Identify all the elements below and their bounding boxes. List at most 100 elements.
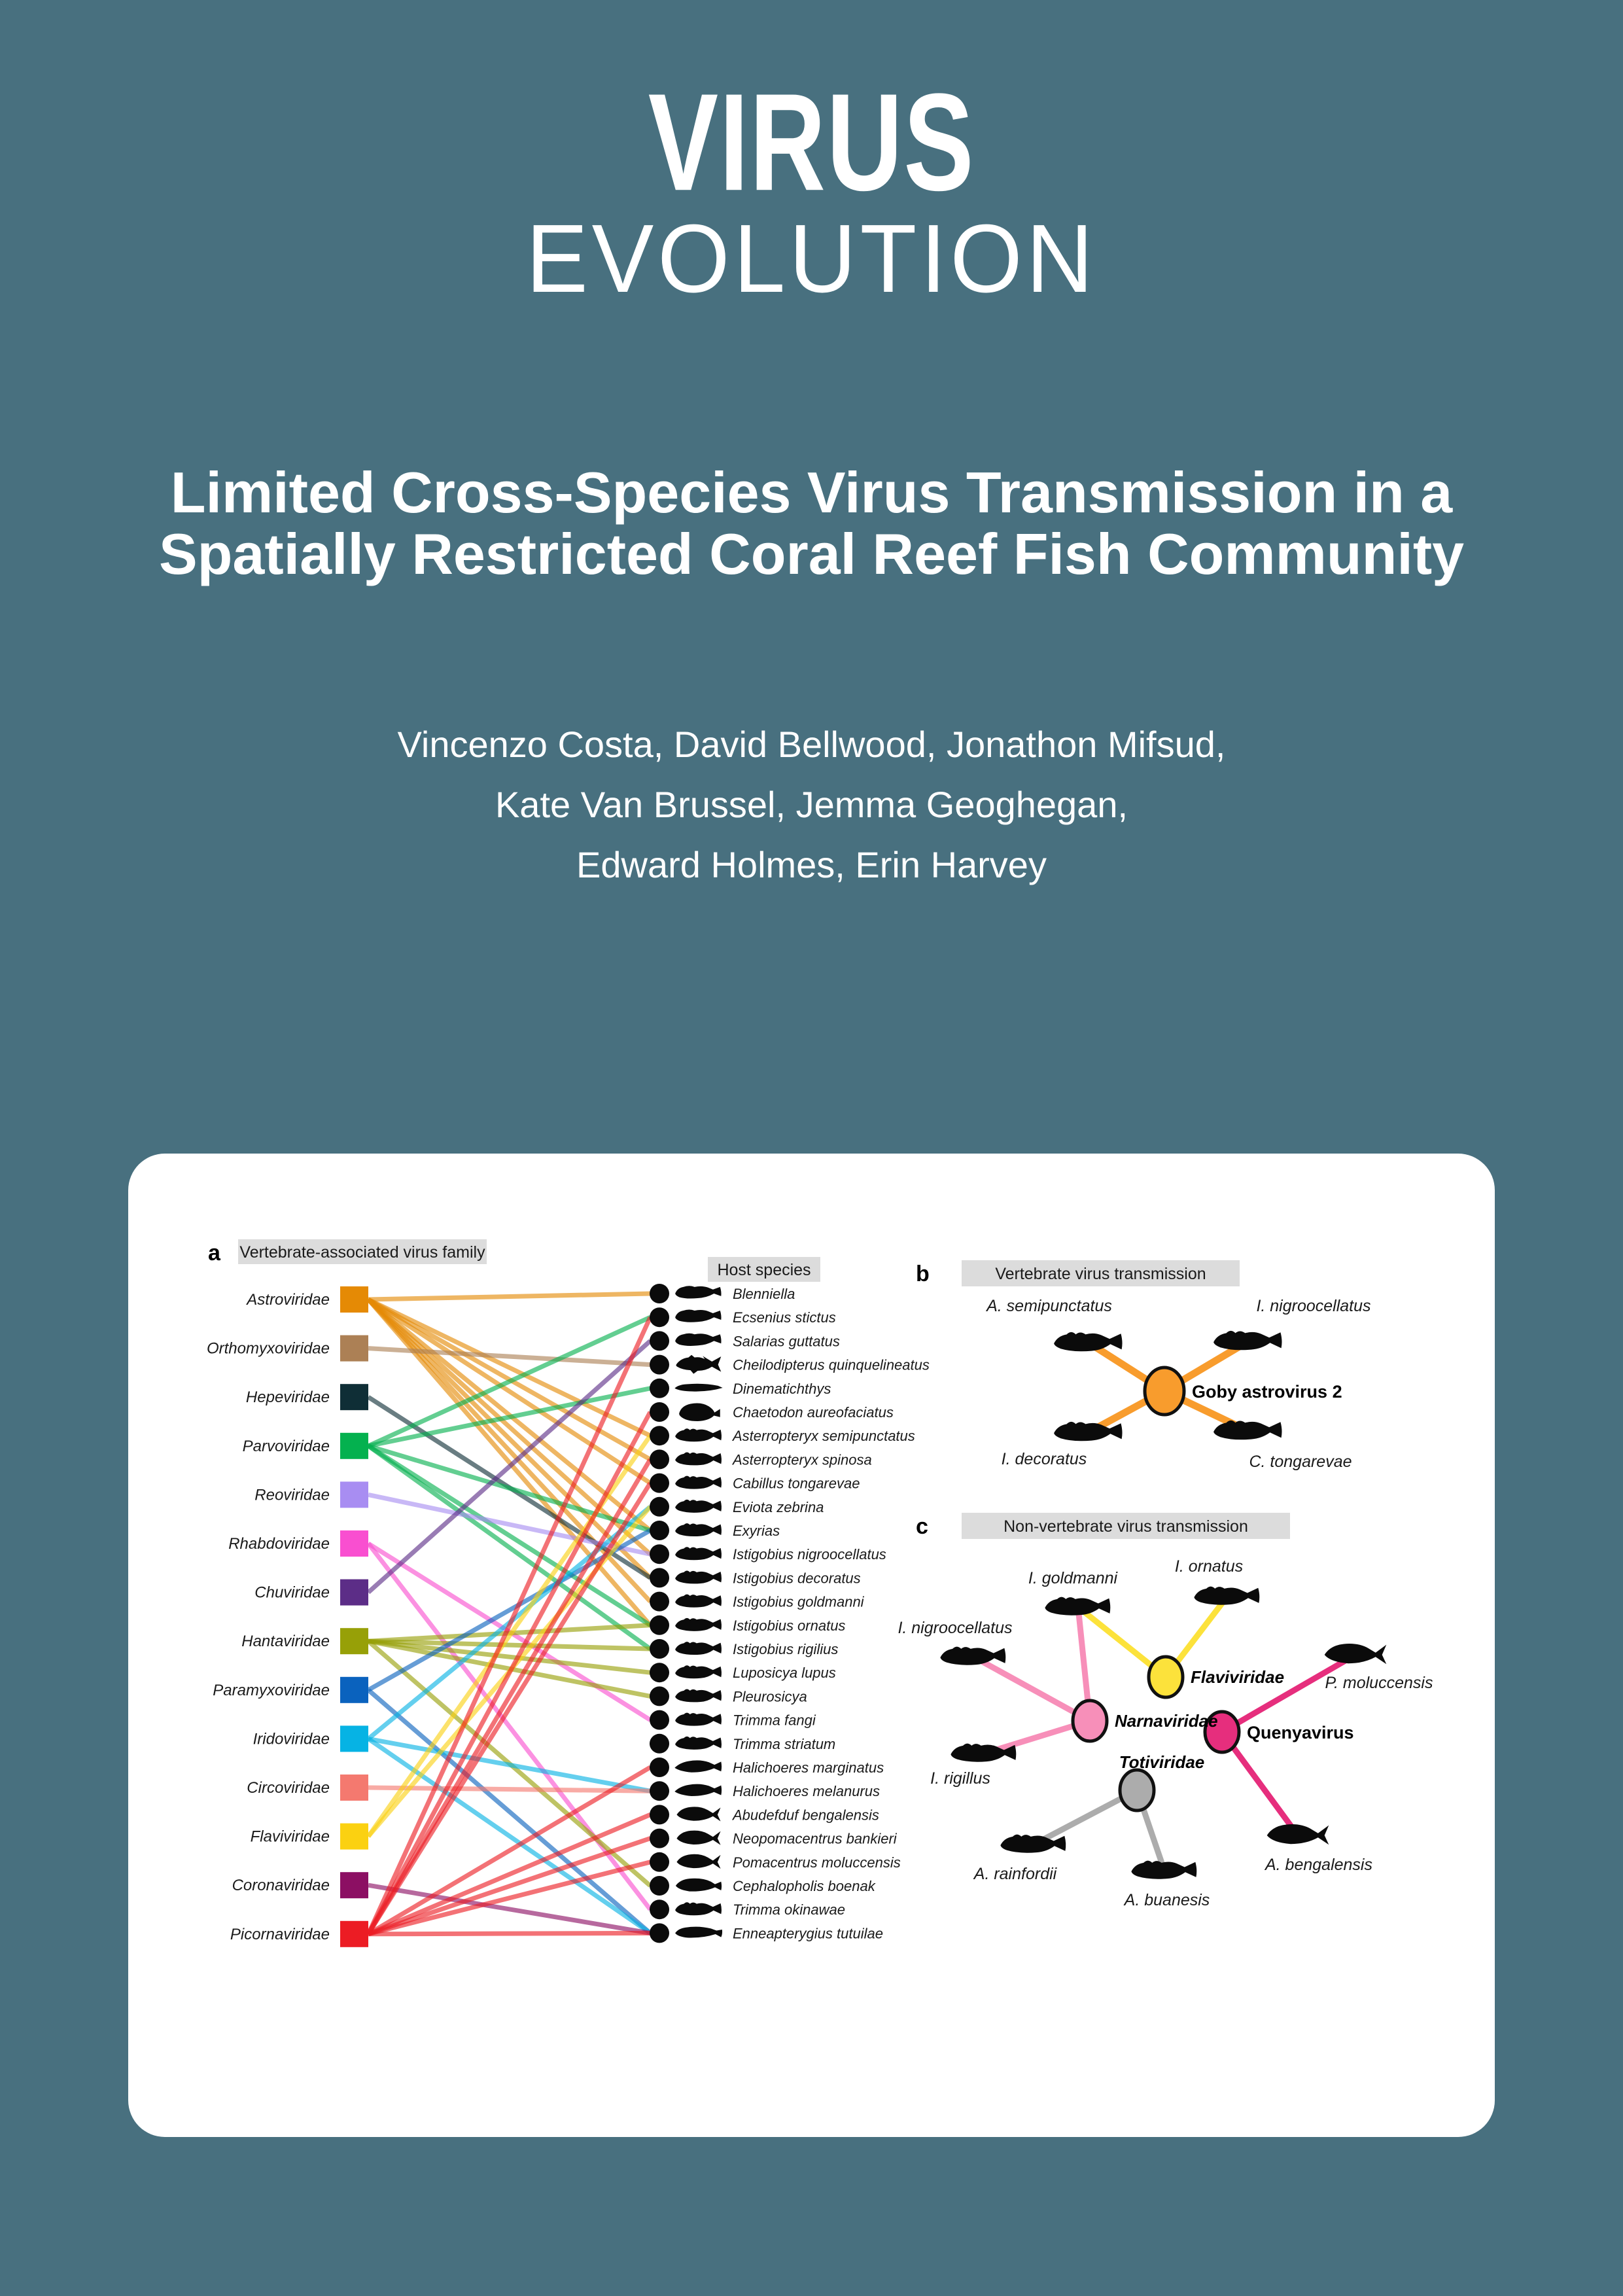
- family-label: Astroviridae: [245, 1291, 330, 1309]
- host-fish-icon: [1213, 1420, 1282, 1440]
- virus-host-edge: [366, 1481, 652, 1935]
- species-fish-icon: [675, 1689, 722, 1703]
- species-label: Luposicya lupus: [733, 1665, 836, 1681]
- virus-host-edge: [368, 1638, 651, 1675]
- species-fish-icon: [675, 1570, 722, 1584]
- species-fish-icon: [676, 1807, 721, 1822]
- family-label: Orthomyxoviridae: [207, 1340, 330, 1358]
- species-label: Trimma fangi: [733, 1712, 816, 1729]
- host-fish-icon: [1054, 1332, 1123, 1352]
- species-label: Salarias guttatus: [733, 1333, 840, 1349]
- species-node: [650, 1354, 669, 1375]
- virus-host-edge: [367, 1298, 652, 1485]
- host-label: I. goldmanni: [1028, 1569, 1119, 1587]
- virus-host-edge: [367, 1443, 652, 1533]
- species-node: [650, 1473, 669, 1493]
- virus-host-edge: [368, 1736, 651, 1793]
- virus-host-edge: [366, 1434, 652, 1838]
- journal-logo: VIRUS EVOLUTION: [0, 73, 1623, 308]
- species-fish-icon: [675, 1902, 722, 1916]
- family-swatch: [340, 1579, 368, 1606]
- virus-host-edge: [368, 1638, 651, 1651]
- species-fish-icon: [675, 1665, 722, 1679]
- species-fish-icon: [674, 1760, 722, 1773]
- author-line: Kate Van Brussel, Jemma Geoghegan,: [495, 783, 1128, 825]
- panel-b-label: b: [916, 1262, 930, 1286]
- virus-host-edge: [367, 1737, 652, 1935]
- virus-host-edge: [367, 1443, 652, 1627]
- vertebrate-transmission-header-label: Vertebrate virus transmission: [995, 1265, 1206, 1283]
- host-label: P. moluccensis: [1325, 1674, 1433, 1692]
- virus-node: [1203, 1710, 1241, 1754]
- virus-node-label: Flaviviridae: [1191, 1667, 1284, 1687]
- host-label: C. tongarevae: [1249, 1453, 1352, 1471]
- species-node: [650, 1615, 669, 1635]
- species-fish-icon: [676, 1354, 722, 1374]
- panel-a-label: a: [208, 1241, 221, 1265]
- virus-host-edge: [366, 1411, 653, 1935]
- species-fish-icon: [674, 1383, 723, 1392]
- species-label: Blenniella: [733, 1286, 795, 1302]
- host-label: A. buanesis: [1123, 1891, 1210, 1909]
- virus-node-label: Totiviridae: [1119, 1752, 1205, 1772]
- species-node: [650, 1284, 669, 1303]
- species-node: [650, 1805, 669, 1825]
- species-label: Ecsenius stictus: [733, 1309, 836, 1326]
- species-label: Istigobius decoratus: [733, 1570, 861, 1586]
- nonvertebrate-transmission-header-label: Non-vertebrate virus transmission: [1003, 1517, 1248, 1536]
- species-fish-icon: [675, 1428, 722, 1442]
- species-fish-icon: [675, 1309, 722, 1322]
- virus-host-edge: [366, 1688, 652, 1935]
- virus-family-header-box: [238, 1239, 487, 1264]
- family-swatch: [340, 1920, 368, 1947]
- virus-host-edge: [368, 1785, 651, 1793]
- species-label: Chaetodon aureofaciatus: [733, 1404, 894, 1421]
- species-node: [650, 1331, 669, 1351]
- species-node: [650, 1828, 669, 1848]
- panel-c-label: c: [916, 1514, 928, 1539]
- journal-name-line1: VIRUS: [648, 65, 975, 220]
- virus-host-edge: [366, 1298, 652, 1580]
- species-node: [650, 1496, 669, 1517]
- nonvertebrate-transmission-header-box: [962, 1513, 1290, 1539]
- family-swatch: [340, 1384, 368, 1411]
- virus-host-edge: [366, 1298, 652, 1556]
- host-label: I. rigillus: [930, 1769, 990, 1788]
- species-node: [650, 1449, 669, 1470]
- species-label: Cheilodipterus quinquelineatus: [733, 1357, 930, 1373]
- species-label: Neopomacentrus bankieri: [733, 1831, 898, 1847]
- host-fish-icon: [940, 1646, 1006, 1665]
- family-label: Coronaviridae: [232, 1877, 330, 1894]
- species-node: [650, 1639, 669, 1659]
- virus-host-edge: [368, 1860, 651, 1937]
- species-fish-icon: [674, 1784, 722, 1796]
- species-label: Enneapterygius tutuilae: [733, 1925, 883, 1941]
- species-fish-icon: [675, 1642, 722, 1655]
- species-fish-icon: [675, 1286, 722, 1299]
- family-swatch: [340, 1530, 368, 1557]
- host-fish-icon: [1194, 1586, 1260, 1605]
- article-title: Limited Cross-Species Virus Transmission…: [0, 461, 1623, 585]
- family-swatch: [340, 1823, 368, 1850]
- virus-node-label: Narnaviridae: [1115, 1711, 1218, 1731]
- transmission-edge: [1219, 1730, 1300, 1837]
- species-node: [650, 1733, 669, 1754]
- species-node: [650, 1781, 669, 1801]
- species-label: Asterropteryx spinosa: [731, 1451, 872, 1468]
- virus-host-edge: [367, 1836, 652, 1937]
- species-label: Pleurosicya: [733, 1688, 807, 1704]
- species-fish-icon: [675, 1617, 722, 1631]
- virus-host-edge: [366, 1443, 652, 1651]
- species-label: Eviota zebrina: [733, 1499, 824, 1515]
- vertebrate-transmission-header-box: [962, 1260, 1240, 1286]
- species-node: [650, 1757, 669, 1777]
- species-fish-icon: [675, 1712, 722, 1726]
- host-label: I. decoratus: [1002, 1450, 1087, 1468]
- transmission-edge: [1032, 1788, 1139, 1847]
- species-label: Halichoeres melanurus: [733, 1783, 880, 1799]
- species-node: [650, 1710, 669, 1730]
- journal-name-line2: EVOLUTION: [526, 205, 1097, 313]
- family-label: Chuviridae: [254, 1584, 330, 1602]
- transmission-edge: [1220, 1652, 1357, 1735]
